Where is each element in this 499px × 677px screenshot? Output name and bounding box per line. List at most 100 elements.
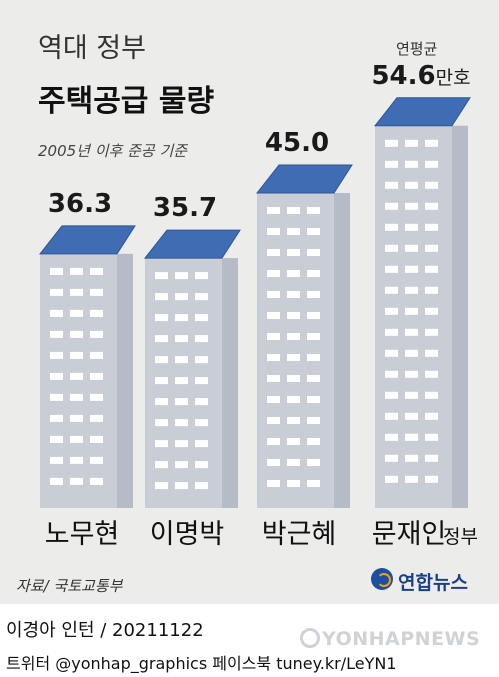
building-bar-3-window	[267, 291, 280, 298]
building-bar-1-window	[70, 351, 83, 359]
building-bar-2-roof	[143, 229, 241, 259]
building-bar-4-window	[385, 391, 398, 399]
building-bar-4-window	[385, 223, 398, 231]
building-bar-1-window	[90, 330, 103, 338]
building-bar-3-window	[287, 375, 300, 382]
building-bar-3-window	[307, 333, 320, 340]
building-bar-2-window	[195, 440, 208, 448]
building-bar-4-window	[405, 475, 418, 483]
building-bar-3-window	[307, 438, 320, 445]
building-bar-3-window	[287, 291, 300, 298]
building-bar-2-window	[155, 377, 168, 385]
building-bar-1-window	[50, 330, 63, 338]
building-bar-1-window	[70, 393, 83, 401]
building-bar-3-window	[307, 312, 320, 319]
building-bar-1-window	[90, 414, 103, 422]
building-bar-2-window	[155, 335, 168, 343]
building-bar-4-window	[405, 370, 418, 378]
building-bar-4-window	[425, 412, 438, 420]
building-bar-2-window	[175, 398, 188, 406]
building-bar-3-shade	[334, 193, 350, 508]
building-bar-2-window	[175, 377, 188, 385]
building-bar-4-window	[385, 412, 398, 420]
building-bar-3-window	[307, 249, 320, 256]
building-bar-4-window	[425, 286, 438, 294]
building-bar-3-window	[307, 207, 320, 214]
building-bar-2-window	[195, 335, 208, 343]
building-bar-1-window	[50, 435, 63, 443]
building-bar-3-window	[267, 459, 280, 466]
building-bar-1-category-label: 노무현	[45, 519, 120, 550]
building-bar-4-window	[385, 202, 398, 210]
building-bar-3-window	[287, 207, 300, 214]
building-bar-4-window	[405, 391, 418, 399]
building-bar-4-window	[425, 223, 438, 231]
building-bar-4-value-label: 54.6만호	[371, 61, 470, 91]
building-bar-1-value-label: 36.3	[48, 189, 112, 219]
building-bar-4-window	[405, 328, 418, 336]
building-bar-4-window	[385, 160, 398, 168]
building-bar-4-window	[405, 307, 418, 315]
building-bar-3-roof	[255, 164, 353, 194]
building-bar-3-window	[267, 333, 280, 340]
building-bar-3-window	[287, 459, 300, 466]
building-bar-3-window	[307, 270, 320, 277]
building-bar-1-window	[70, 477, 83, 485]
building-bar-2-category-label: 이명박	[150, 519, 225, 550]
building-bar-3-window	[267, 249, 280, 256]
building-bar-4-window	[405, 454, 418, 462]
building-bar-4-window	[385, 370, 398, 378]
building-bar-2-window	[175, 461, 188, 469]
watermark-icon	[300, 628, 320, 648]
building-bar-1-window	[70, 309, 83, 317]
building-bar-2-window	[155, 440, 168, 448]
building-bar-4-window	[405, 223, 418, 231]
building-bar-4-window	[405, 265, 418, 273]
building-bar-3-window	[307, 375, 320, 382]
building-bar-4-window	[385, 307, 398, 315]
building-bar-2-window	[175, 356, 188, 364]
building-bar-2-window	[175, 293, 188, 301]
watermark-text: YONHAPNEWS	[322, 628, 481, 650]
building-bar-3-window	[287, 312, 300, 319]
building-bar-4-window	[405, 202, 418, 210]
building-bar-4-window	[385, 328, 398, 336]
building-bar-4-window	[425, 181, 438, 189]
building-bar-2-shade	[222, 258, 238, 508]
building-bar-2-window	[195, 272, 208, 280]
building-bar-1-window	[50, 351, 63, 359]
building-bar-2-window	[195, 419, 208, 427]
social-links: 트위터 @yonhap_graphics 페이스북 tuney.kr/LeYN1	[6, 654, 397, 673]
building-bar-2-window	[155, 272, 168, 280]
building-bar-4-roof	[373, 97, 471, 127]
building-bar-4-window	[425, 391, 438, 399]
building-bar-2-window	[195, 356, 208, 364]
building-bar-4-window	[425, 454, 438, 462]
source-note: 자료/ 국토교통부	[16, 577, 123, 595]
annual-average-annotation: 연평균	[396, 40, 438, 58]
building-bar-1-window	[90, 477, 103, 485]
building-bar-1-roof	[38, 225, 136, 255]
building-bar-4-window	[405, 181, 418, 189]
building-bar-2-window	[155, 419, 168, 427]
building-bar-4-window	[405, 433, 418, 441]
building-bar-3-window	[287, 480, 300, 487]
building-bar-3-window	[267, 375, 280, 382]
building-bar-2-window	[195, 314, 208, 322]
building-bar-4-window	[385, 265, 398, 273]
building-bar-3-window	[307, 480, 320, 487]
building-bar-1-window	[50, 477, 63, 485]
building-bar-3-window	[307, 396, 320, 403]
building-bar-4-window	[405, 139, 418, 147]
building-bar-4-window	[385, 433, 398, 441]
building-bar-4-window	[425, 202, 438, 210]
building-bar-2-window	[155, 461, 168, 469]
building-bar-2-window	[195, 461, 208, 469]
building-bar-4-window	[405, 349, 418, 357]
building-bar-4-window	[425, 307, 438, 315]
building-bar-2-window	[195, 482, 208, 490]
yonhap-logo-text: 연합뉴스	[398, 572, 468, 594]
building-bar-4-window	[425, 265, 438, 273]
building-bar-3-window	[267, 312, 280, 319]
building-bar-2-window	[155, 293, 168, 301]
